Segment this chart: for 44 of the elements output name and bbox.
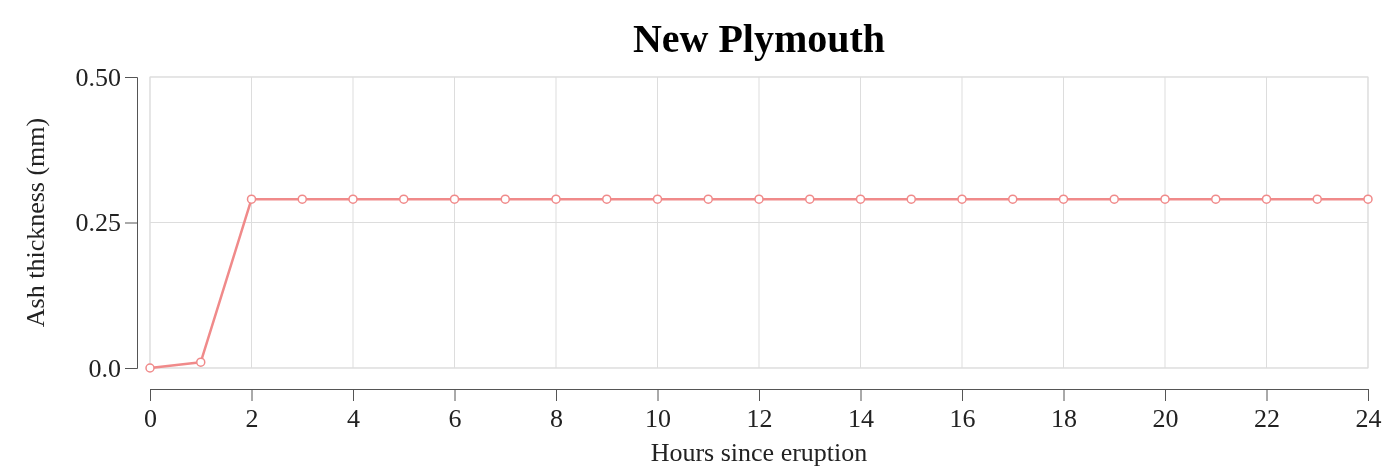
point	[805, 194, 815, 204]
point	[1160, 194, 1170, 204]
x-tick-label: 24	[1355, 404, 1382, 434]
point	[399, 194, 409, 204]
point	[196, 357, 206, 367]
y-tick-label: 0.50	[75, 62, 121, 92]
x-tick-label: 4	[347, 404, 360, 434]
y-tick-label: 0.25	[75, 208, 121, 238]
point	[1261, 194, 1272, 204]
x-tick-label: 20	[1152, 404, 1179, 434]
point	[703, 194, 713, 204]
x-tick-label: 2	[245, 404, 259, 434]
y-axis-title: Ash thickness (mm)	[21, 117, 50, 328]
point	[449, 194, 460, 204]
x-tick-label: 16	[949, 404, 976, 434]
point	[1109, 194, 1119, 204]
x-tick-label: 12	[746, 404, 773, 434]
point	[1363, 194, 1373, 204]
x-tick-label: 8	[550, 404, 563, 434]
point	[957, 194, 967, 204]
y-tick-label: 0.0	[88, 353, 121, 383]
point	[754, 194, 764, 204]
point	[246, 194, 257, 204]
point	[348, 194, 358, 204]
point	[1312, 194, 1322, 204]
x-tick-label: 6	[448, 404, 462, 434]
point	[551, 194, 561, 204]
x-tick-label: 10	[645, 404, 671, 434]
point	[1058, 194, 1069, 204]
point	[1211, 194, 1221, 204]
point	[652, 194, 663, 204]
point	[855, 194, 866, 204]
x-tick-label: 0	[144, 404, 157, 434]
chart-title: New Plymouth	[632, 16, 886, 61]
point	[1008, 194, 1018, 204]
x-tick-label: 18	[1051, 404, 1077, 434]
point	[602, 194, 612, 204]
x-tick-label: 14	[848, 404, 874, 434]
x-tick-label: 22	[1254, 404, 1280, 434]
point	[297, 194, 307, 204]
point	[500, 194, 510, 204]
point	[145, 363, 155, 373]
x-axis-title: Hours since eruption	[650, 438, 868, 466]
point	[906, 194, 916, 204]
